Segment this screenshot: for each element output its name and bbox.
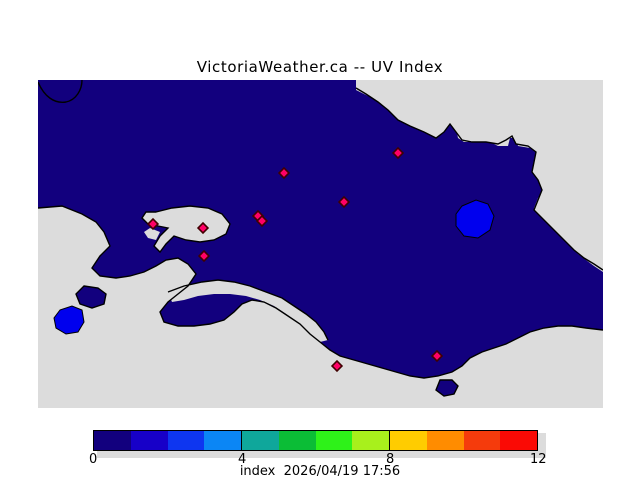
colorbar-gradient[interactable] xyxy=(93,430,538,451)
station-marker[interactable] xyxy=(337,195,351,209)
station-marker[interactable] xyxy=(146,217,160,231)
colorbar-segment-2 xyxy=(167,431,205,450)
station-marker[interactable] xyxy=(197,249,211,263)
colorbar-tick-8: 8 xyxy=(386,452,395,467)
uv-high-patches xyxy=(53,199,495,335)
colorbar-segment-7 xyxy=(352,431,389,450)
colorbar-segment-5 xyxy=(278,431,316,450)
colorbar-caption: index 2026/04/19 17:56 xyxy=(239,464,401,479)
map-plot-area[interactable] xyxy=(38,80,603,408)
colorbar-segment-8 xyxy=(389,431,427,450)
station-marker[interactable] xyxy=(196,221,210,235)
colorbar-segment-9 xyxy=(426,431,464,450)
colorbar-segment-10 xyxy=(463,431,501,450)
coastlines xyxy=(38,80,603,397)
station-marker[interactable] xyxy=(277,166,291,180)
colorbar-segment-11 xyxy=(500,431,537,450)
page-title: VictoriaWeather.ca -- UV Index xyxy=(196,58,444,76)
colorbar-shadow-right xyxy=(538,433,546,454)
colorbar-segment-4 xyxy=(241,431,279,450)
colorbar-tick-12: 12 xyxy=(530,452,547,467)
colorbar-segment-6 xyxy=(315,431,353,450)
station-marker[interactable] xyxy=(430,349,444,363)
station-marker[interactable] xyxy=(391,146,405,160)
colorbar-segment-3 xyxy=(204,431,241,450)
uv-index-colorbar[interactable] xyxy=(93,430,546,458)
colorbar-tick-0: 0 xyxy=(89,452,98,467)
station-markers[interactable] xyxy=(146,146,444,373)
station-marker[interactable] xyxy=(330,359,344,373)
station-marker[interactable] xyxy=(255,214,269,228)
colorbar-tick-4: 4 xyxy=(238,452,247,467)
map-canvas[interactable] xyxy=(38,80,603,408)
colorbar-shadow-bottom xyxy=(97,451,546,458)
colorbar-segment-0 xyxy=(94,431,131,450)
colorbar-segment-1 xyxy=(130,431,168,450)
